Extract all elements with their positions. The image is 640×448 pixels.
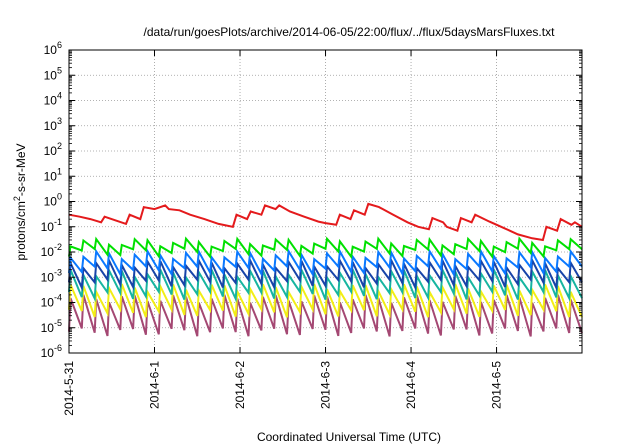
x-axis-title: Coordinated Universal Time (UTC) [257, 430, 441, 444]
y-tick-label: 100 [44, 192, 62, 209]
x-tick-label: 2014-5-31 [62, 361, 76, 416]
series-line [68, 248, 583, 278]
series-line [68, 236, 583, 260]
y-tick-labels: 10-6 10-5 10-4 10-3 10-2 10-1 100 101 102 103 104 1… [41, 40, 62, 360]
x-tick-labels: 2014-5-31 2014-6-1 2014-6-2 2014-6-3 2014-6-… [62, 361, 504, 416]
y-tick-label: 10-1 [41, 217, 62, 234]
series-line [68, 294, 583, 337]
y-tick-label: 10-5 [41, 318, 62, 335]
x-tick-label: 2014-6-4 [404, 361, 418, 409]
y-tick-label: 105 [44, 65, 62, 82]
y-tick-label: 104 [44, 91, 62, 108]
y-tick-label: 10-4 [41, 293, 62, 310]
y-tick-label: 10-3 [41, 267, 62, 284]
x-tick-label: 2014-6-1 [148, 361, 162, 409]
ticks [68, 49, 582, 354]
y-tick-label: 101 [44, 166, 62, 183]
y-tick-label: 103 [44, 116, 62, 133]
series-layer [68, 202, 583, 337]
series-line [68, 282, 583, 319]
y-axis-title-base: protons/cm [14, 201, 28, 260]
y-axis-title-sup: 2 [12, 196, 22, 201]
x-tick-label: 2014-6-5 [490, 361, 504, 409]
y-axis-title-rest: -s-sr-MeV [14, 143, 28, 196]
series-line [68, 202, 583, 242]
y-axis-title: protons/cm2-s-sr-MeV [12, 143, 28, 260]
y-tick-label: 102 [44, 141, 62, 158]
y-tick-label: 10-2 [41, 242, 62, 259]
y-tick-label: 10-6 [41, 343, 62, 360]
y-tick-label: 106 [44, 40, 62, 57]
x-tick-label: 2014-6-3 [319, 361, 333, 409]
chart-title: /data/run/goesPlots/archive/2014-06-05/2… [144, 25, 556, 39]
x-tick-label: 2014-6-2 [233, 361, 247, 409]
